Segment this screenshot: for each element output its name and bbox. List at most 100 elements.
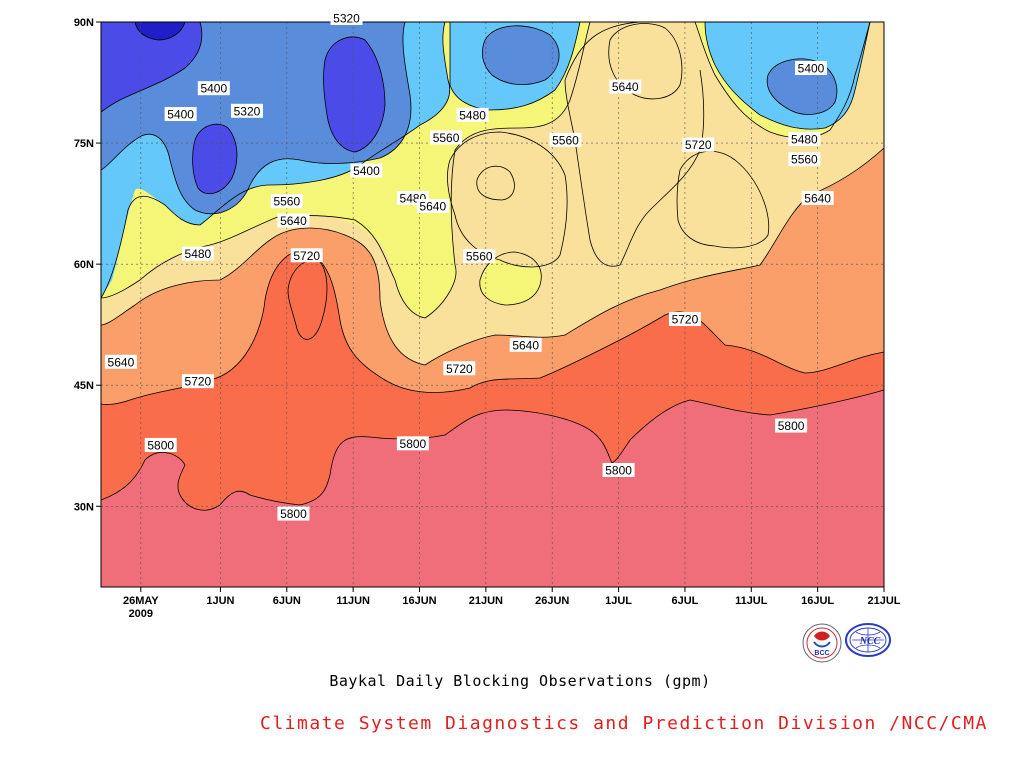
- svg-text:5640: 5640: [804, 191, 831, 205]
- contour-label: 5560: [270, 194, 303, 209]
- svg-text:5640: 5640: [108, 355, 135, 369]
- grid-lines: [101, 22, 884, 587]
- svg-text:5640: 5640: [419, 200, 446, 214]
- y-tick-label: 45N: [74, 380, 94, 392]
- svg-text:5720: 5720: [672, 313, 699, 327]
- svg-text:5720: 5720: [293, 249, 320, 263]
- contour-label: 5400: [795, 61, 828, 76]
- svg-text:5800: 5800: [280, 507, 307, 521]
- x-tick-label: 1JUN: [206, 595, 234, 607]
- contour-lines: [101, 22, 884, 511]
- contour-label: 5720: [682, 137, 715, 152]
- svg-text:5320: 5320: [234, 104, 261, 118]
- contour-label: 5560: [430, 130, 463, 145]
- contour-label: 5400: [197, 81, 230, 96]
- svg-text:5480: 5480: [459, 108, 486, 122]
- contour-label: 5720: [181, 374, 214, 389]
- y-tick-label: 60N: [74, 259, 94, 271]
- y-tick-label: 30N: [74, 501, 94, 513]
- svg-text:5560: 5560: [791, 153, 818, 167]
- credit-text: Climate System Diagnostics and Predictio…: [260, 713, 988, 734]
- svg-text:5800: 5800: [147, 438, 174, 452]
- svg-text:5560: 5560: [433, 131, 460, 145]
- svg-text:5720: 5720: [446, 362, 473, 376]
- x-tick-label: 16JUL: [801, 595, 834, 607]
- band-5320-5400-b: [482, 25, 560, 85]
- filled-contour-bands: [101, 22, 884, 587]
- y-tick-label: 90N: [74, 17, 94, 29]
- ncc-logo-text: NCC: [859, 636, 881, 647]
- svg-text:5480: 5480: [791, 133, 818, 147]
- svg-text:5720: 5720: [185, 375, 212, 389]
- contour-label: 5320: [330, 10, 363, 25]
- band-5560-inner-beige-2: [565, 22, 704, 267]
- contour-label: 5320: [230, 103, 263, 118]
- contour-label: 5560: [788, 152, 821, 167]
- svg-text:5400: 5400: [167, 108, 194, 122]
- svg-text:5560: 5560: [273, 195, 300, 209]
- svg-text:5640: 5640: [612, 80, 639, 94]
- contour-label: 5640: [277, 213, 310, 228]
- x-year-label: 2009: [129, 608, 153, 620]
- contour-label: 5800: [277, 506, 310, 521]
- x-tick-label: 26JUN: [535, 595, 569, 607]
- ncc-logo: NCC: [845, 623, 891, 657]
- svg-text:5480: 5480: [185, 247, 212, 261]
- svg-text:5560: 5560: [552, 133, 579, 147]
- band-5240-5320: [101, 22, 202, 112]
- svg-text:5800: 5800: [605, 463, 632, 477]
- x-tick-label: 11JUN: [336, 595, 370, 607]
- contour-label: 5800: [775, 418, 808, 433]
- svg-text:5560: 5560: [466, 250, 493, 264]
- svg-text:5400: 5400: [353, 164, 380, 178]
- contour-label: 5560: [463, 249, 496, 264]
- contour-label: 5800: [602, 462, 635, 477]
- x-tick-label: 6JUN: [273, 595, 301, 607]
- svg-text:5800: 5800: [778, 419, 805, 433]
- bcc-logo-text: BCC: [814, 650, 829, 657]
- band-5240-5320-c: [192, 124, 237, 194]
- logos: BCC NCC: [802, 623, 891, 663]
- contour-label: 5720: [290, 248, 323, 263]
- axis-ticks: 90N 75N 60N 45N 30N 26MAY 1JUN 6JUN 11JUN 16JUN 21…: [74, 17, 901, 620]
- band-below-5240: [135, 22, 185, 40]
- contour-label: 5560: [549, 132, 582, 147]
- contour-label: 5800: [144, 437, 177, 452]
- contour-label: 5720: [443, 361, 476, 376]
- svg-text:5720: 5720: [685, 138, 712, 152]
- contour-label: 5480: [181, 246, 214, 261]
- contour-label: 5480: [788, 132, 821, 147]
- x-tick-label: 21JUN: [469, 595, 503, 607]
- svg-text:5400: 5400: [200, 82, 227, 96]
- contour-label: 5720: [668, 312, 701, 327]
- y-tick-label: 75N: [74, 138, 94, 150]
- contour-label: 5640: [509, 337, 542, 352]
- contour-label: 5640: [104, 354, 137, 369]
- x-tick-label: 16JUN: [402, 595, 436, 607]
- band-5560-inner-beige: [447, 132, 568, 267]
- contour-label: 5400: [164, 107, 197, 122]
- x-tick-label: 21JUL: [867, 595, 900, 607]
- contour-label: 5800: [396, 436, 429, 451]
- svg-text:5640: 5640: [512, 338, 539, 352]
- contour-label: 5640: [416, 199, 449, 214]
- contour-label: 5640: [801, 190, 834, 205]
- x-tick-label: 26MAY: [123, 595, 159, 607]
- x-tick-label: 1JUL: [605, 595, 632, 607]
- x-tick-label: 11JUL: [735, 595, 768, 607]
- band-5720-inner-a: [288, 260, 327, 340]
- contour-labels: 5320 5400 5400 5400 5320 5400 5480 5640 5560 5560…: [104, 10, 834, 521]
- bcc-logo: BCC: [802, 623, 842, 663]
- contour-label: 5480: [456, 107, 489, 122]
- chart-title: Baykal Daily Blocking Observations (gpm): [329, 672, 711, 690]
- band-5240-5320-b: [323, 36, 385, 152]
- contour-label: 5400: [350, 163, 383, 178]
- plot-frame: [100, 21, 885, 588]
- x-tick-label: 6JUL: [671, 595, 698, 607]
- contour-label: 5640: [609, 79, 642, 94]
- svg-text:5640: 5640: [280, 214, 307, 228]
- svg-text:5800: 5800: [400, 437, 427, 451]
- svg-text:5320: 5320: [333, 11, 360, 25]
- svg-text:5400: 5400: [798, 62, 825, 76]
